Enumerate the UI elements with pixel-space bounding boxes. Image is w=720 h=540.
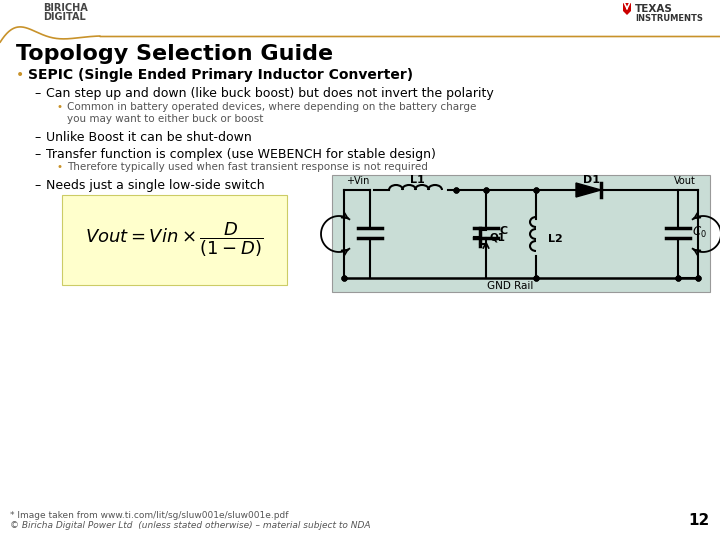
Text: –: – [34, 87, 40, 100]
Text: –: – [34, 179, 40, 192]
Text: TEXAS: TEXAS [635, 4, 673, 14]
Text: –: – [34, 131, 40, 144]
Text: •: • [16, 68, 24, 82]
Text: Common in battery operated devices, where depending on the battery charge: Common in battery operated devices, wher… [67, 102, 477, 112]
Polygon shape [576, 183, 601, 197]
Text: L1: L1 [410, 175, 424, 185]
Text: 12: 12 [689, 513, 710, 528]
Text: you may want to either buck or boost: you may want to either buck or boost [67, 114, 264, 124]
Text: DIGITAL: DIGITAL [43, 12, 86, 22]
Text: * Image taken from www.ti.com/lit/sg/sluw001e/sluw001e.pdf: * Image taken from www.ti.com/lit/sg/slu… [10, 511, 289, 520]
Text: Transfer function is complex (use WEBENCH for stable design): Transfer function is complex (use WEBENC… [46, 148, 436, 161]
Text: –: – [34, 148, 40, 161]
Text: Vout: Vout [674, 176, 696, 186]
Text: Topology Selection Guide: Topology Selection Guide [16, 44, 333, 64]
Bar [62, 195, 287, 285]
Text: Therefore typically used when fast transient response is not required: Therefore typically used when fast trans… [67, 162, 428, 172]
Text: +Vin: +Vin [346, 176, 369, 186]
Text: Needs just a single low-side switch: Needs just a single low-side switch [46, 179, 265, 192]
Text: $C_0$: $C_0$ [692, 225, 707, 240]
Text: INSTRUMENTS: INSTRUMENTS [635, 14, 703, 23]
Text: Unlike Boost it can be shut-down: Unlike Boost it can be shut-down [46, 131, 252, 144]
Text: BIRICHA: BIRICHA [43, 3, 88, 13]
Text: © Biricha Digital Power Ltd  (unless stated otherwise) – material subject to NDA: © Biricha Digital Power Ltd (unless stat… [10, 521, 371, 530]
Text: •: • [57, 162, 63, 172]
Text: •: • [57, 102, 63, 112]
Text: C: C [500, 226, 508, 236]
Text: SEPIC (Single Ended Primary Inductor Converter): SEPIC (Single Ended Primary Inductor Con… [28, 68, 413, 82]
Text: Q1: Q1 [490, 232, 506, 242]
Text: $Vout = Vin \times \dfrac{D}{(1-D)}$: $Vout = Vin \times \dfrac{D}{(1-D)}$ [86, 221, 264, 259]
Bar [332, 175, 710, 292]
Polygon shape [623, 3, 631, 15]
Text: Can step up and down (like buck boost) but does not invert the polarity: Can step up and down (like buck boost) b… [46, 87, 494, 100]
Text: GND Rail: GND Rail [487, 281, 534, 291]
Text: L2: L2 [548, 234, 563, 244]
Text: D1: D1 [582, 175, 600, 185]
